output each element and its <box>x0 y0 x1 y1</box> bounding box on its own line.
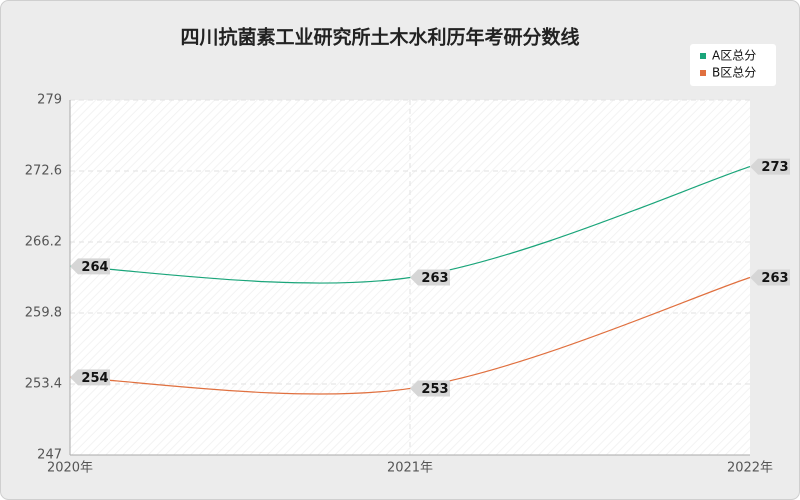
legend <box>690 44 776 86</box>
legend-label: A区总分 <box>712 49 756 63</box>
x-tick-label: 2020年 <box>47 461 93 476</box>
value-label-box <box>70 369 110 386</box>
y-tick-label: 259.8 <box>25 306 62 321</box>
x-tick-label: 2022年 <box>727 461 773 476</box>
value-label: 254 <box>81 371 108 386</box>
value-label-box <box>410 269 450 286</box>
legend-label: B区总分 <box>712 66 756 80</box>
y-tick-label: 247 <box>37 448 62 463</box>
value-label: 263 <box>761 271 788 286</box>
value-label: 263 <box>421 271 448 286</box>
value-label-box <box>750 158 790 175</box>
value-label: 253 <box>421 382 448 397</box>
y-tick-label: 253.4 <box>25 377 62 392</box>
value-label: 264 <box>81 260 108 275</box>
line <box>69 276 751 395</box>
x-tick-label: 2021年 <box>387 461 433 476</box>
y-tick-label: 272.6 <box>25 164 62 179</box>
y-tick-label: 266.2 <box>25 235 62 250</box>
value-label-box <box>70 258 110 275</box>
value-label-box <box>410 380 450 397</box>
legend-swatch <box>700 53 706 59</box>
y-tick-label: 279 <box>37 93 62 108</box>
value-label-box <box>750 269 790 286</box>
legend-swatch <box>700 70 706 76</box>
value-label: 273 <box>761 160 788 175</box>
chart-title: 四川抗菌素工业研究所土木水利历年考研分数线 <box>180 26 579 49</box>
